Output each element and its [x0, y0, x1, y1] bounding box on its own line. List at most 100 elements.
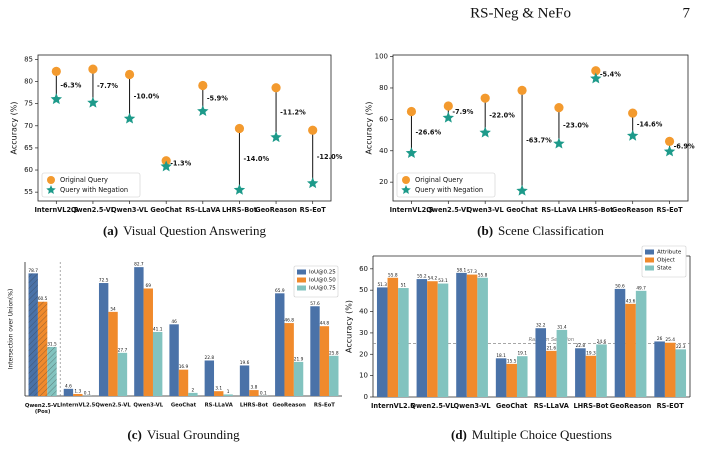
y-tick-label: 70 [24, 122, 33, 130]
legend-label: IoU@0.25 [309, 270, 336, 276]
original-point [406, 106, 417, 117]
x-tick-label: GeoReason [612, 206, 654, 214]
original-point [271, 83, 281, 93]
bar [477, 277, 488, 397]
x-tick-label: GeoChat [506, 206, 538, 214]
delta-label: -14.6% [637, 120, 663, 128]
negation-point [553, 137, 565, 149]
bar [456, 272, 467, 397]
value-label: 31.5 [47, 341, 57, 347]
x-tick-label: RS-LLaVA [541, 206, 577, 214]
original-point [234, 123, 245, 134]
negation-point [663, 145, 676, 157]
caption-text: Multiple Choice Questions [472, 427, 612, 442]
negation-point [405, 147, 418, 158]
bar-hatch [37, 301, 48, 396]
bar-hatch [28, 273, 38, 396]
delta-label: -14.0% [243, 155, 269, 163]
original-point [517, 85, 527, 95]
negation-point [306, 177, 319, 189]
caption-label: (d) [451, 427, 467, 442]
x-tick-label: Qwen2.5-VL [426, 206, 471, 214]
value-label: 51 [401, 283, 407, 289]
original-point [591, 66, 601, 76]
page-number: 7 [683, 5, 691, 21]
value-label: 55.8 [388, 272, 398, 278]
chart: Intersection over Union(%) Qwen2.5-VL (Pos… [8, 262, 342, 442]
bar [575, 348, 586, 397]
x-tick-label: LHRS-Bot [240, 403, 269, 409]
bar [239, 365, 250, 396]
legend-swatch [645, 257, 654, 263]
value-label: 3.8 [251, 385, 258, 391]
value-label: 55.8 [478, 272, 488, 278]
legend-marker [401, 185, 411, 195]
bar [293, 361, 304, 396]
value-label: 78.7 [28, 268, 38, 274]
y-tick-label: 40 [379, 147, 388, 155]
bar [516, 356, 528, 397]
value-label: 22.8 [576, 343, 586, 349]
value-label: 15.5 [507, 358, 517, 364]
delta-label: -23.0% [563, 122, 589, 130]
bar [284, 323, 294, 396]
y-tick-label: 20 [379, 178, 388, 186]
value-label: 22.8 [205, 355, 215, 361]
x-tick-label: RS-EoT [314, 403, 335, 409]
x-tick-label: Qwen2.5-VL [71, 206, 116, 214]
caption-text: Visual Grounding [147, 427, 240, 442]
value-label: 32.2 [536, 323, 546, 329]
legend-label: IoU@0.50 [309, 278, 336, 284]
x-tick-label: LHRS-Bot [573, 402, 608, 410]
caption-label: (a) [103, 223, 118, 238]
value-label: 57.3 [467, 269, 477, 275]
negation-point [123, 112, 136, 124]
y-axis-label: Intersection over Union(%) [8, 289, 15, 370]
bar [585, 355, 597, 397]
legend-label: Original Query [60, 176, 108, 184]
original-point [51, 66, 61, 76]
x-tick-label: RS-LLaVA [205, 403, 234, 409]
legend-marker [47, 176, 55, 184]
value-label: 31.4 [557, 324, 567, 330]
bar [387, 277, 399, 397]
original-point [88, 64, 98, 74]
bar [398, 288, 409, 397]
negation-point [442, 111, 455, 123]
x-tick-label: Qwen3-VL [133, 403, 163, 409]
plot-frame [37, 54, 332, 202]
value-label: 4.6 [65, 383, 72, 389]
negation-point [87, 96, 99, 108]
x-tick-label: Qwen2.5-VL [410, 402, 455, 410]
value-label: 82.7 [134, 262, 144, 268]
bar [376, 287, 388, 397]
delta-label: -63.7% [526, 137, 552, 145]
x-tick-label: RS-EOT [657, 402, 685, 410]
bar [596, 344, 607, 397]
original-point [308, 125, 318, 135]
reference-label: Random Selection [529, 337, 574, 343]
negation-point [197, 105, 209, 117]
bar [143, 288, 153, 396]
caption: (b) Scene Classification [477, 223, 604, 238]
x-tick-label: Qwen3-VL [454, 402, 492, 410]
legend-label: IoU@0.75 [309, 286, 336, 292]
value-label: 18.1 [496, 353, 506, 359]
bar [427, 281, 438, 397]
y-tick-label: 65 [24, 144, 33, 152]
plot-frame [392, 54, 689, 202]
y-tick-label: 50 [359, 286, 368, 294]
bar [319, 326, 330, 396]
original-point [443, 101, 453, 111]
bar [614, 288, 626, 397]
y-tick-label: 20 [359, 350, 368, 358]
legend-swatch [297, 285, 306, 291]
value-label: 53.1 [438, 278, 448, 284]
value-label: 69 [146, 283, 152, 289]
bar [178, 369, 189, 396]
x-tick-label: Qwen3-VL [111, 206, 149, 214]
y-axis-label: Accuracy (%) [365, 102, 374, 155]
bar-hatch [47, 346, 57, 396]
